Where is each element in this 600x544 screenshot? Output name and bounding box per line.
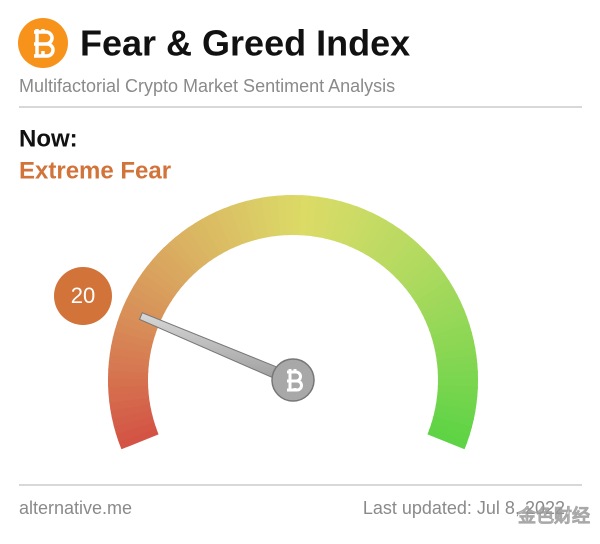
title: Fear & Greed Index — [80, 23, 410, 64]
gauge-segment — [411, 273, 450, 304]
bitcoin-logo — [18, 18, 68, 68]
gauge-segment — [395, 248, 431, 284]
gauge-segment — [137, 271, 176, 302]
value-badge — [54, 267, 112, 325]
gauge-segment — [113, 414, 155, 435]
gauge-segment — [427, 428, 468, 450]
gauge-segment — [284, 194, 296, 236]
gauge-segment — [151, 252, 188, 287]
gauge-segment — [375, 228, 408, 266]
gauge-segment — [365, 219, 395, 259]
gauge-segment — [129, 284, 169, 313]
gauge-segment — [229, 202, 252, 244]
gauge-segment — [407, 266, 446, 298]
gauge-segment — [370, 223, 401, 263]
gauge-segment — [431, 416, 473, 437]
gauge-segment — [434, 404, 476, 421]
gauge-segment — [193, 218, 223, 258]
gauge-segment — [385, 237, 420, 275]
last-updated: Last updated: Jul 8, 2022 — [363, 498, 565, 518]
gauge-segment — [146, 258, 184, 292]
gauge-segment — [180, 226, 212, 265]
gauge-segment — [125, 291, 166, 319]
gauge-segment — [253, 197, 270, 239]
gauge-segment — [245, 198, 264, 240]
gauge-segment — [162, 241, 197, 278]
gauge-arc — [108, 194, 479, 450]
gauge-segment — [111, 408, 153, 427]
gauge-segment — [359, 215, 388, 256]
gauge-segment — [390, 243, 426, 279]
gauge-segment — [133, 277, 173, 307]
gauge-segment — [399, 254, 436, 288]
gauge-segment — [141, 264, 180, 297]
gauge-segment — [215, 208, 240, 249]
gauge-segment — [336, 203, 359, 245]
gauge-segment — [330, 201, 351, 243]
gauge-segment — [187, 222, 218, 261]
gauge-segment — [324, 199, 343, 241]
gauge-segment — [403, 260, 441, 293]
gauge-segment — [432, 331, 474, 350]
gauge-segment — [222, 205, 246, 246]
gauge-segment — [418, 286, 458, 315]
gauge-segment — [200, 214, 229, 255]
gauge-segment — [424, 300, 465, 326]
gauge-segment — [117, 426, 159, 450]
gauge-segment — [116, 313, 158, 336]
classification: Extreme Fear — [19, 157, 171, 184]
subtitle: Multifactorial Crypto Market Sentiment A… — [19, 76, 395, 96]
gauge-segment — [318, 197, 336, 239]
gauge-segment — [157, 247, 193, 282]
gauge-segment — [426, 308, 468, 332]
gauge-segment — [237, 200, 258, 242]
gauge-segment — [342, 206, 366, 247]
watermark: 金色财经 — [517, 505, 590, 526]
hub-bitcoin-icon — [287, 369, 303, 392]
gauge-segment — [431, 323, 473, 344]
gauge-segment — [168, 236, 202, 273]
gauge-segment — [429, 422, 470, 445]
gauge-segment — [428, 315, 470, 338]
gauge-segment — [434, 338, 476, 356]
gauge-segment — [348, 208, 374, 250]
gauge-segment — [432, 410, 474, 429]
now-label: Now: — [19, 125, 78, 152]
value-label: 20 — [71, 283, 95, 308]
gauge-segment — [111, 336, 153, 354]
gauge-segment — [414, 279, 454, 309]
source: alternative.me — [19, 498, 132, 518]
gauge-segment — [112, 328, 154, 348]
gauge-segment — [114, 321, 156, 342]
gauge-segment — [174, 231, 207, 269]
gauge-segment — [380, 232, 414, 270]
gauge-segment — [354, 212, 381, 253]
gauge-segment — [115, 420, 157, 442]
gauge-segment — [421, 293, 462, 320]
gauge-segment — [207, 211, 234, 252]
gauge-segment — [110, 402, 152, 419]
gauge-segment — [437, 370, 478, 382]
